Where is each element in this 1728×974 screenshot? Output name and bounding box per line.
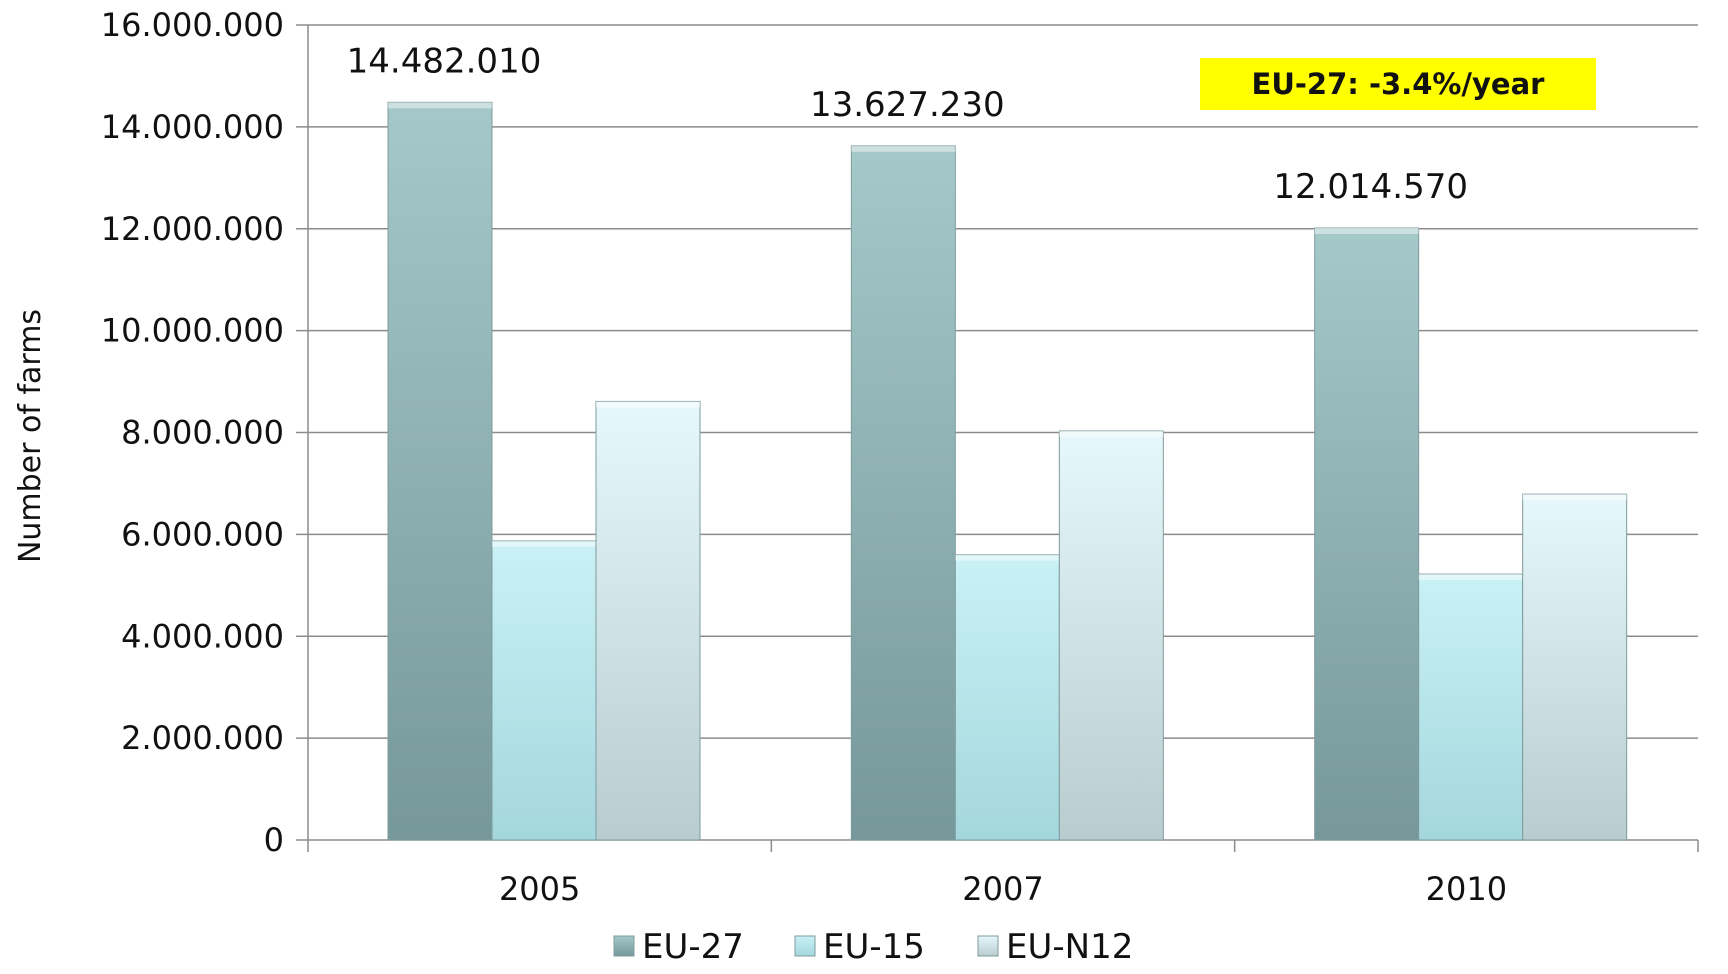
axes: 0 2.000.000 4.000.000 6.000.000 8.000.000 10.…	[101, 6, 1699, 908]
legend-swatch-eu-15	[794, 935, 816, 957]
x-tick-label: 2007	[962, 870, 1043, 908]
legend-swatch-eu-27	[613, 935, 635, 957]
bar-eu-n12-2005	[595, 400, 701, 841]
y-tick-label: 16.000.000	[101, 6, 284, 44]
x-tick-label: 2010	[1426, 870, 1507, 908]
data-label-eu-27-2007: 13.627.230	[810, 85, 1005, 125]
bar-top-highlight	[955, 554, 1060, 561]
legend-label-eu-n12: EU-N12	[1006, 927, 1133, 967]
bar-eu-27-2010	[1314, 227, 1420, 841]
y-axis-title: Number of farms	[13, 309, 48, 563]
bar-top-highlight	[492, 540, 596, 547]
bars	[387, 101, 1628, 841]
y-tick-label: 6.000.000	[121, 515, 284, 553]
bar-top-highlight	[1059, 430, 1164, 437]
y-tick-label: 12.000.000	[101, 210, 284, 248]
bar-eu-27-2007	[850, 145, 956, 841]
y-tick-label: 2.000.000	[121, 719, 284, 757]
annotation-box: EU-27: -3.4%/year	[1200, 58, 1596, 110]
legend-label-eu-15: EU-15	[823, 927, 925, 967]
y-tick-label: 4.000.000	[121, 617, 284, 655]
bar-eu-15-2005	[491, 540, 597, 841]
bar-eu-15-2010	[1418, 573, 1524, 841]
y-tick-label: 8.000.000	[121, 414, 284, 452]
bar-top-highlight	[1314, 228, 1419, 235]
bar-top-highlight	[1522, 494, 1627, 501]
bar-eu-15-2007	[954, 554, 1060, 841]
y-tick-label: 14.000.000	[101, 108, 284, 146]
bar-eu-n12-2010	[1522, 493, 1628, 841]
annotation-text: EU-27: -3.4%/year	[1252, 67, 1546, 101]
legend-label-eu-27: EU-27	[642, 927, 744, 967]
data-labels: 14.482.010 13.627.230 12.014.570	[347, 41, 1468, 207]
data-label-eu-27-2010: 12.014.570	[1273, 167, 1468, 207]
bar-top-highlight	[1418, 574, 1523, 581]
bar-eu-27-2005	[387, 101, 493, 841]
bar-eu-n12-2007	[1058, 430, 1164, 841]
x-tick-label: 2005	[499, 870, 580, 908]
legend: EU-27 EU-15 EU-N12	[613, 927, 1133, 967]
bar-top-highlight	[388, 102, 492, 109]
bar-top-highlight	[596, 401, 700, 408]
annotation-background	[1200, 58, 1596, 110]
data-label-eu-27-2005: 14.482.010	[347, 41, 542, 81]
bar-top-highlight	[851, 145, 956, 152]
y-tick-label: 10.000.000	[101, 312, 284, 350]
y-tick-label: 0	[264, 821, 284, 859]
legend-swatch-eu-n12	[977, 935, 999, 957]
